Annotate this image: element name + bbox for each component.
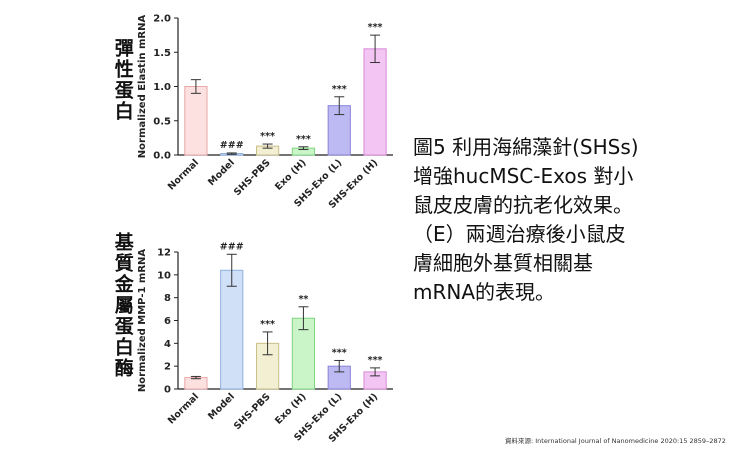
figure-caption: 圖5 利用海綿藻針(SHSs) 增強hucMSC-Exos 對小 鼠皮皮膚的抗老… [413,133,733,307]
category-label: Exo (H) [273,157,308,192]
caption-line: 圖5 利用海綿藻針(SHSs) [413,135,639,159]
category-label: Model [206,391,237,422]
significance-label: *** [368,22,383,33]
mmp-side-label: 基質金屬蛋白酶 [111,232,134,379]
y-tick-label: 10 [157,270,171,281]
significance-label: *** [332,347,347,358]
significance-label: *** [332,84,347,95]
y-tick-label: 8 [164,293,171,304]
y-tick-label: 2.0 [153,14,171,25]
elastin-side-label: 彈性蛋白 [111,38,134,122]
y-axis-label: Normalized MMP-1 mRNA [137,249,148,393]
significance-label: ** [298,294,308,305]
category-label: Exo (H) [273,391,308,426]
bar [184,86,208,156]
y-tick-label: 0.0 [153,151,171,162]
bar [220,269,244,390]
y-tick-label: 4 [164,339,171,350]
caption-line: （E）兩週治療後小鼠皮 [413,222,626,246]
significance-label: *** [296,134,311,145]
category-label: Model [206,157,237,188]
y-axis-label: Normalized Elastin mRNA [137,15,148,159]
category-label: Normal [166,157,201,192]
caption-line: 鼠皮皮膚的抗老化效果。 [413,193,633,217]
significance-label: *** [260,131,275,142]
y-tick-label: 0.5 [153,116,171,127]
bar [184,377,208,390]
bar [363,48,387,156]
significance-label: ### [220,241,244,252]
y-tick-label: 1.5 [153,48,171,59]
mmp1-plot: 0 2 4 6 8 10 12 Normalized MMP-1 mRNA Normal ### M… [137,241,393,445]
y-tick-label: 1.0 [153,82,171,93]
y-tick-label: 6 [164,316,171,327]
significance-label: *** [368,355,383,366]
category-label: Normal [166,391,201,426]
caption-line: mRNA的表現。 [413,280,556,304]
category-label: SHS-PBS [232,157,273,198]
category-label: SHS-PBS [232,391,273,432]
y-tick-label: 0 [164,385,171,396]
caption-line: 膚細胞外基質相關基 [413,251,593,275]
y-tick-label: 2 [164,362,171,373]
y-tick-label: 12 [157,248,171,259]
significance-label: *** [260,319,275,330]
elastin-plot: 0.0 0.5 1.0 1.5 2.0 Normalized Elastin mRNA No… [137,14,393,211]
caption-line: 增強hucMSC-Exos 對小 [413,164,634,188]
significance-label: ### [220,140,244,151]
source-citation: 資料來源: International Journal of Nanomedic… [505,437,726,445]
